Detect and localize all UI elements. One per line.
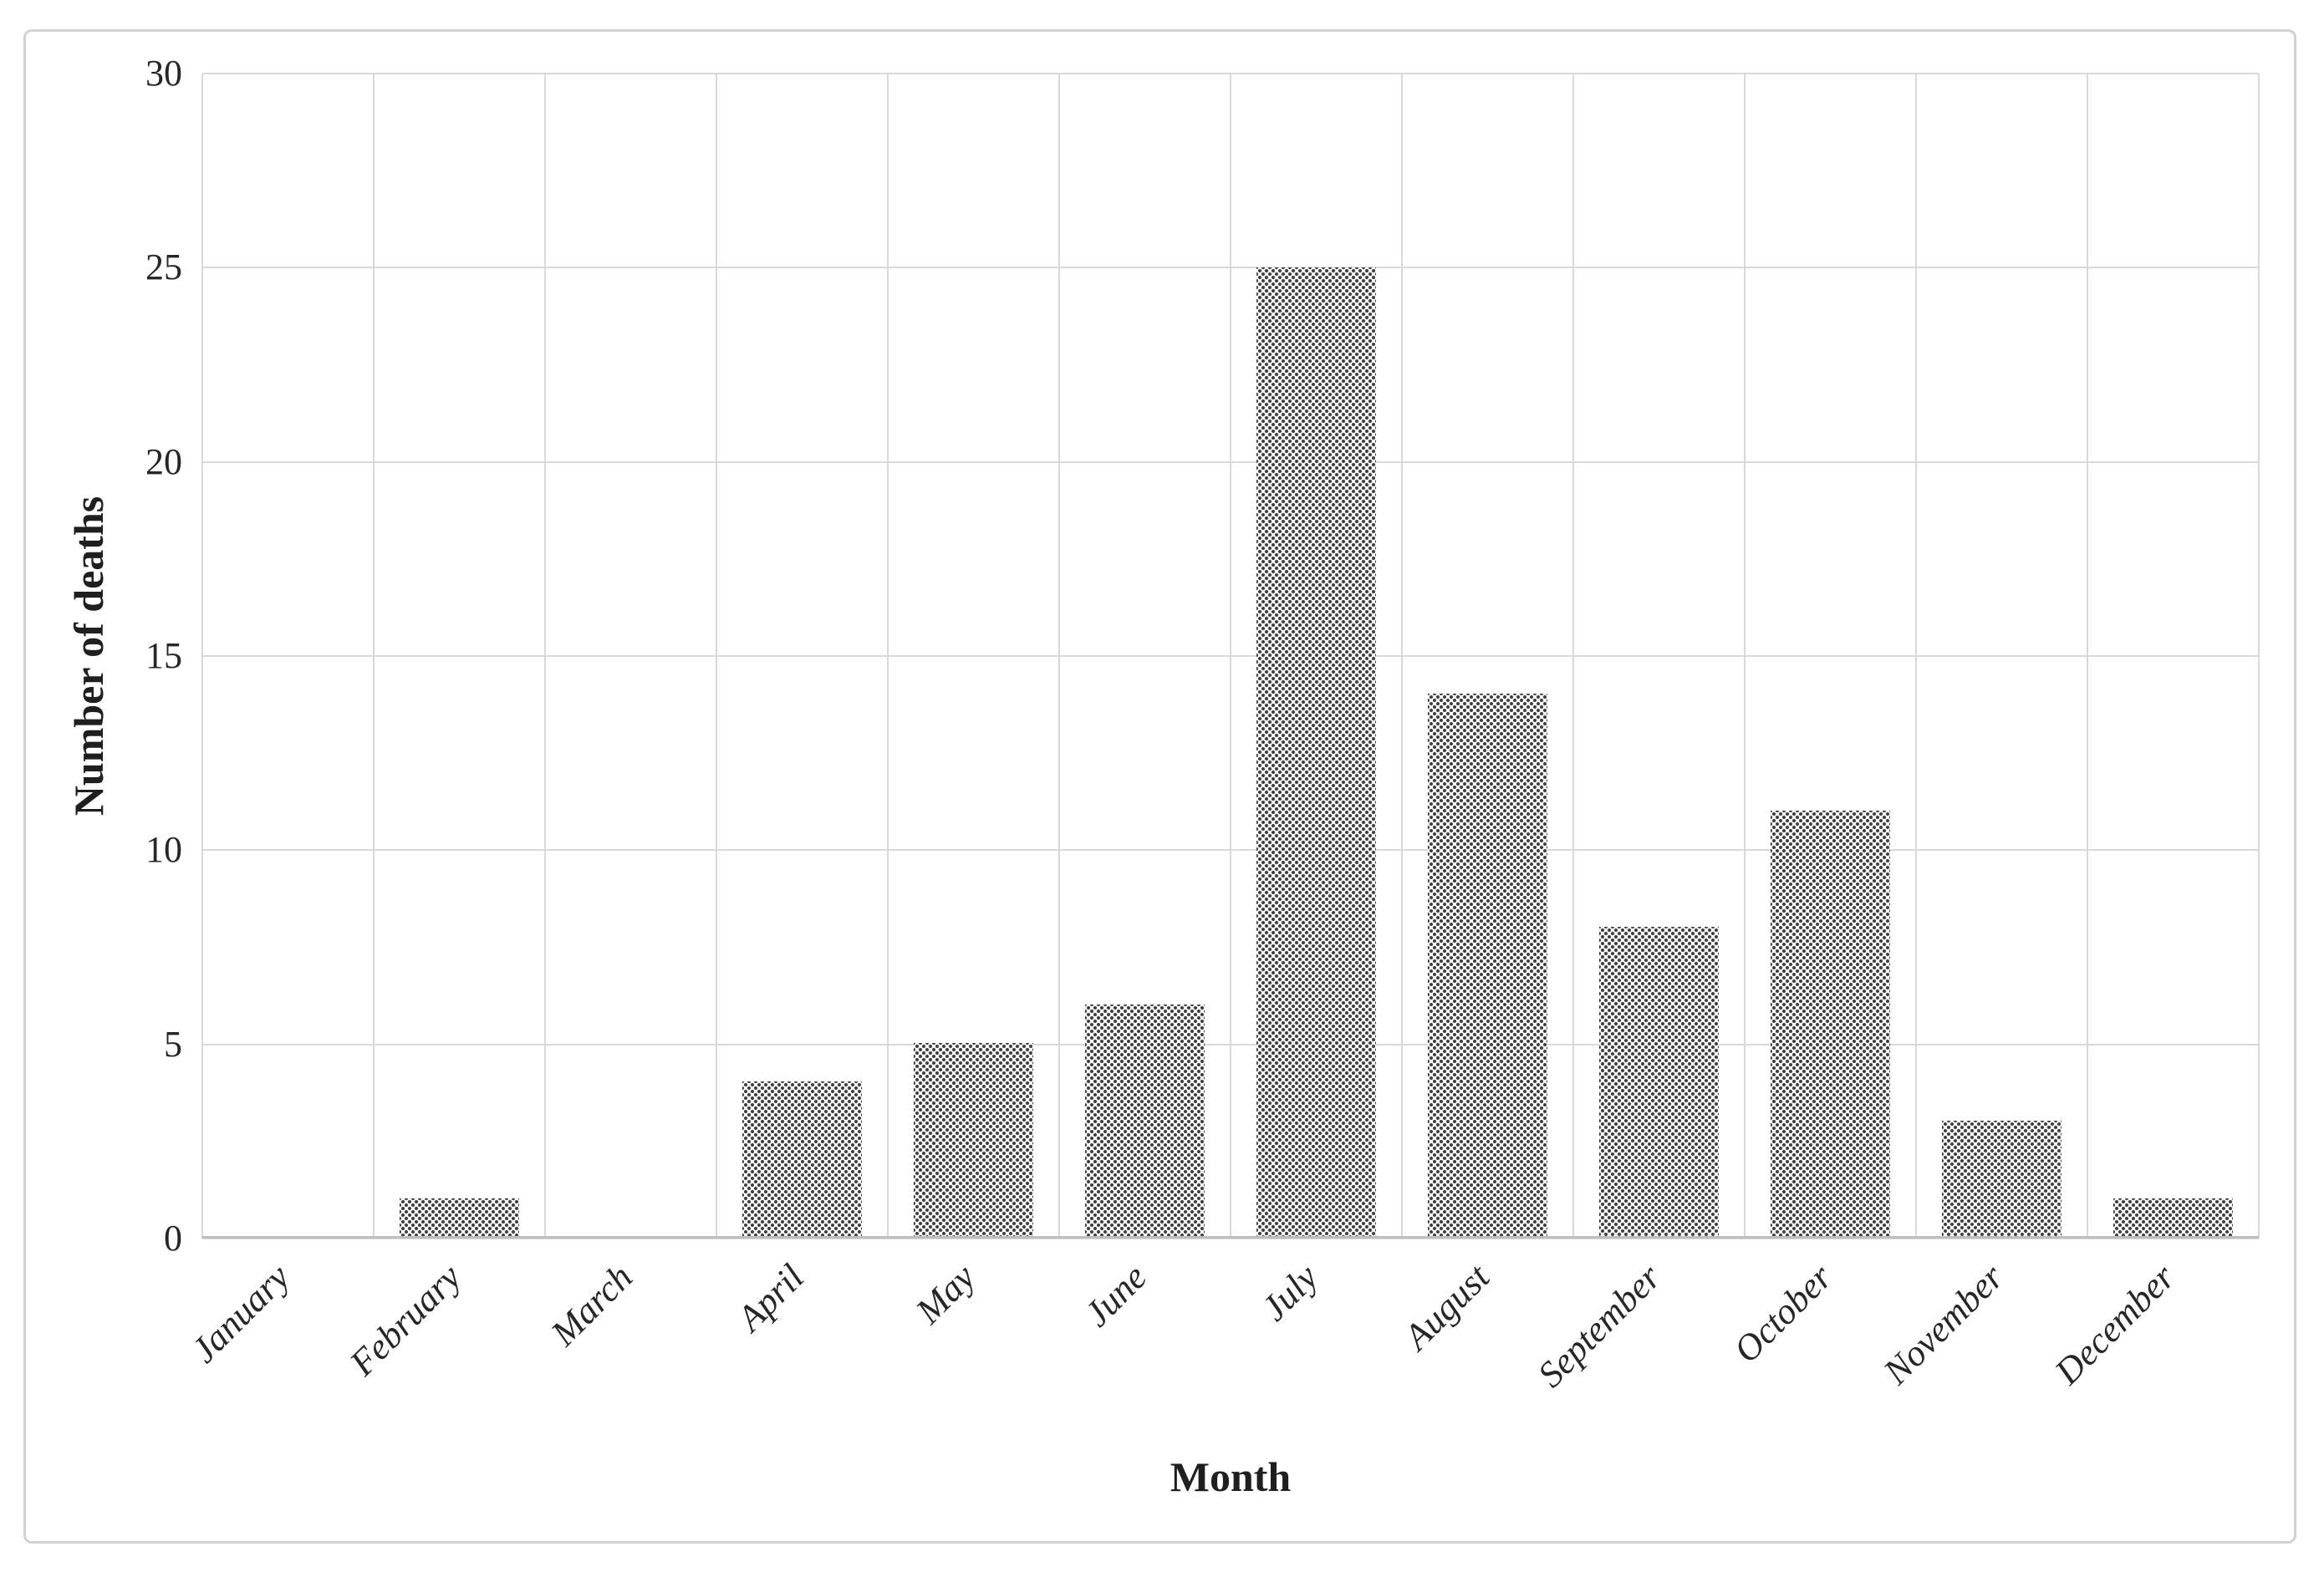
y-tick-label-30: 30 (145, 53, 182, 94)
bar-october (1770, 810, 1891, 1237)
bar-april (742, 1081, 863, 1237)
bar-september (1598, 926, 1720, 1237)
y-tick-label-25: 25 (145, 247, 182, 288)
gridline-v-8 (1572, 74, 1574, 1239)
gridline-v-11 (2087, 74, 2088, 1239)
y-tick-label-5: 5 (164, 1023, 182, 1065)
y-tick-label-0: 0 (164, 1218, 182, 1259)
y-axis-title: Number of deaths (65, 496, 112, 817)
plot-area (201, 73, 2260, 1239)
bar-july (1256, 267, 1377, 1237)
gridline-v-7 (1401, 74, 1403, 1239)
gridline-v-0 (201, 74, 203, 1239)
x-axis-title: Month (1170, 1453, 1292, 1500)
gridline-h-0 (202, 1238, 2259, 1239)
bar-june (1084, 1004, 1205, 1237)
gridline-v-3 (716, 74, 717, 1239)
bar-november (1941, 1120, 2062, 1237)
gridline-v-10 (1915, 74, 1917, 1239)
bar-august (1427, 694, 1548, 1237)
bar-may (913, 1043, 1034, 1237)
gridline-v-12 (2258, 74, 2260, 1239)
gridline-v-4 (887, 74, 889, 1239)
y-tick-label-10: 10 (145, 829, 182, 871)
gridline-v-6 (1230, 74, 1231, 1239)
y-tick-label-15: 15 (145, 635, 182, 676)
bar-february (399, 1198, 520, 1237)
bar-december (2112, 1198, 2234, 1237)
gridline-v-2 (544, 74, 546, 1239)
x-axis-line (202, 1236, 2259, 1239)
gridline-v-9 (1744, 74, 1746, 1239)
y-tick-label-20: 20 (145, 440, 182, 482)
gridline-v-1 (373, 74, 375, 1239)
figure-frame (23, 29, 2296, 1544)
gridline-v-5 (1058, 74, 1060, 1239)
